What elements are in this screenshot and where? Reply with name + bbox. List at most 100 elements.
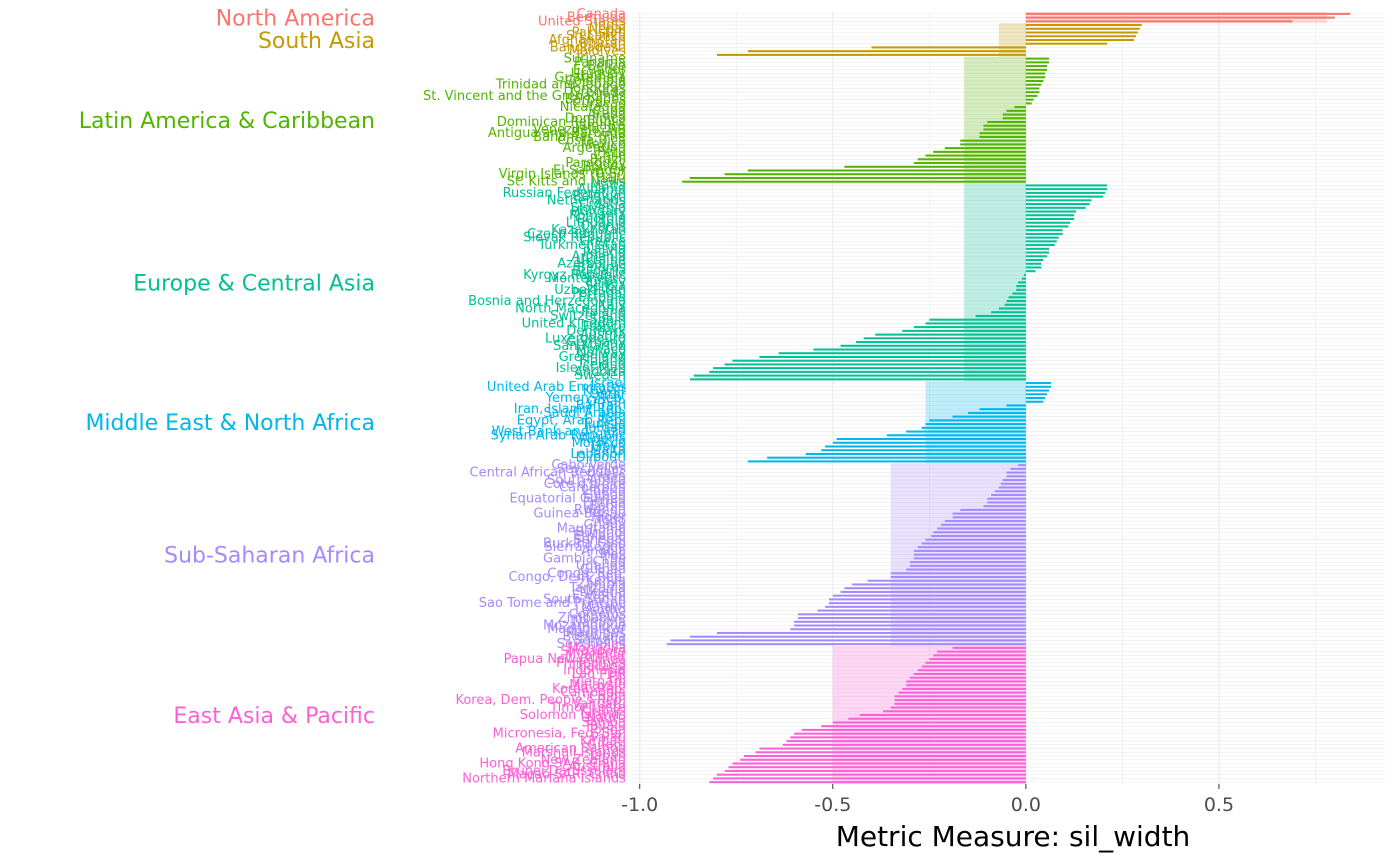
bar	[786, 740, 1026, 743]
country-label: Belgium	[573, 190, 626, 205]
country-label: Cote d'Ivoire	[544, 477, 626, 492]
bar	[798, 613, 1026, 616]
country-label: Timor-Leste	[549, 701, 626, 716]
region-label: Latin America & Caribbean	[79, 109, 375, 134]
country-label: Finland	[580, 354, 626, 369]
country-label: Mauritania	[557, 522, 626, 537]
bar	[917, 546, 1026, 549]
country-label: Serbia	[585, 279, 626, 294]
country-label: Guinea-Bissau	[533, 507, 626, 522]
bars	[666, 12, 1351, 784]
country-label: Suriname	[564, 52, 626, 67]
bar	[925, 661, 1026, 664]
bar	[1025, 24, 1142, 27]
bar	[952, 415, 1026, 418]
bar	[747, 460, 1026, 463]
country-label: Mongolia	[567, 641, 626, 656]
country-label: Denmark	[566, 324, 626, 339]
bar	[1025, 206, 1086, 209]
country-label: Botswana	[562, 630, 626, 645]
bar	[1025, 38, 1134, 41]
bar	[991, 311, 1026, 314]
country-label: Japan	[589, 749, 626, 764]
country-label: Vietnam	[572, 674, 626, 689]
country-label: Albania	[577, 182, 626, 197]
bar	[894, 699, 1026, 702]
country-label: West Bank and Gaza	[492, 425, 626, 440]
bar	[1025, 400, 1044, 403]
bar	[1025, 262, 1042, 265]
bar	[960, 143, 1026, 146]
country-label: Bulgaria	[572, 264, 626, 279]
bar	[921, 426, 1026, 429]
bar	[732, 359, 1026, 362]
country-label: Bahrain	[576, 398, 626, 413]
x-tick-label: -0.5	[814, 794, 851, 816]
country-label: Solomon Islands	[520, 708, 626, 723]
region-label: Europe & Central Asia	[133, 271, 375, 296]
bar	[743, 755, 1026, 758]
country-label: Malta	[590, 178, 626, 193]
country-label: Venezuela, RB	[533, 122, 626, 137]
country-label: Dominica	[565, 111, 626, 126]
bar	[759, 747, 1026, 750]
bar	[1025, 240, 1057, 243]
bar	[1025, 94, 1038, 97]
country-label: Mali	[600, 548, 626, 563]
country-label: San Marino	[553, 339, 626, 354]
bar	[1025, 188, 1107, 191]
country-label: Senegal	[574, 533, 626, 548]
bar	[844, 587, 1026, 590]
country-label: Fiji	[609, 671, 626, 686]
bar	[913, 326, 1026, 329]
bar	[983, 124, 1026, 127]
bar	[859, 713, 1026, 717]
bar	[716, 53, 1026, 56]
bar	[840, 344, 1026, 347]
country-label: Armenia	[572, 249, 627, 264]
country-label: Kyrgyz Republic	[523, 268, 626, 283]
country-label: Burkina Faso	[543, 536, 626, 551]
bar	[933, 150, 1026, 153]
bar	[817, 609, 1026, 612]
country-label: American Samoa	[515, 742, 626, 757]
bar	[929, 419, 1026, 422]
country-label: Switzerland	[550, 309, 626, 324]
bar	[813, 348, 1026, 351]
bar	[979, 135, 1026, 138]
country-label: Sri Lanka	[566, 29, 626, 44]
bar	[724, 769, 1026, 772]
country-label: Romania	[569, 208, 626, 223]
bar	[1025, 221, 1071, 224]
bar	[871, 46, 1026, 49]
country-label: Grenada	[570, 85, 626, 100]
country-label: Georgia	[575, 212, 626, 227]
country-label: Jordan	[584, 421, 626, 436]
bar	[836, 437, 1026, 441]
bar	[828, 602, 1026, 605]
bar	[1025, 31, 1138, 34]
country-label: Singapore	[560, 645, 626, 660]
bar	[987, 497, 1026, 500]
country-label: Peru	[597, 145, 626, 160]
bar	[689, 635, 1026, 638]
country-label: Chile	[593, 149, 626, 164]
country-label: North Macedonia	[515, 301, 626, 316]
region-label: South Asia	[258, 29, 375, 54]
bar	[902, 329, 1026, 332]
bar	[960, 139, 1026, 142]
country-label: Algeria	[580, 432, 626, 447]
bar	[828, 598, 1026, 601]
bar	[1025, 102, 1032, 105]
bar	[979, 132, 1026, 135]
bar	[983, 505, 1026, 508]
country-label: Ghana	[584, 518, 627, 533]
country-label: India	[594, 18, 626, 33]
x-axis-title: Metric Measure: sil_width	[836, 820, 1191, 853]
country-label: Lithuania	[566, 216, 626, 231]
bar	[825, 605, 1026, 608]
bar	[1025, 83, 1042, 86]
country-label: Ecuador	[573, 63, 627, 78]
country-label: Angola	[581, 544, 626, 559]
bar	[1025, 266, 1042, 269]
